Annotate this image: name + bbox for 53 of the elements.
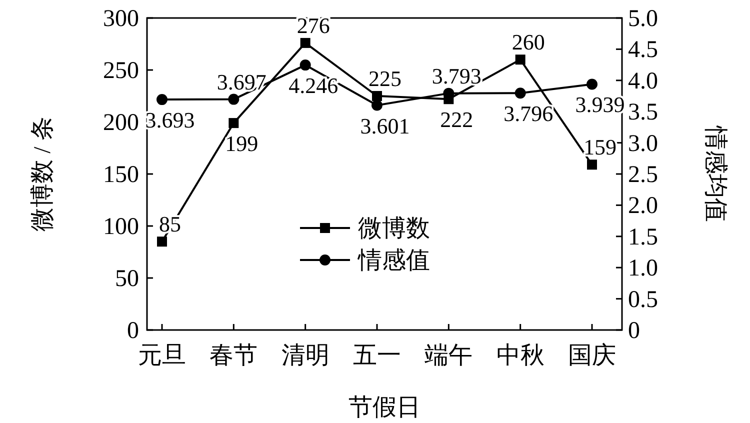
y2-tick-label: 2.0 <box>628 193 658 220</box>
y-tick-label: 200 <box>103 110 139 136</box>
y2-tick-label: 2.5 <box>628 162 658 188</box>
x-axis-title: 节假日 <box>348 395 420 421</box>
point <box>514 88 526 99</box>
y-tick-label: 50 <box>115 266 139 292</box>
y2-tick-label: 5.0 <box>628 6 658 32</box>
point <box>300 38 310 48</box>
point <box>372 100 382 111</box>
y2-tick-label: 3.5 <box>628 100 658 126</box>
y2-tick-label: 0 <box>628 318 640 344</box>
x-tick-label: 端午 <box>424 343 473 369</box>
data-label: 260 <box>512 30 545 55</box>
y2-axis-title: 情感均值 <box>702 125 728 222</box>
x-tick-label: 元旦 <box>138 343 186 369</box>
data-label: 3.793 <box>432 63 482 88</box>
point <box>515 54 526 65</box>
y2-tick-label: 1.0 <box>628 256 658 282</box>
point <box>156 94 168 106</box>
data-label: 3.697 <box>216 69 266 94</box>
legend-label: 情感值 <box>357 248 430 274</box>
x-tick-label: 国庆 <box>568 342 616 369</box>
y-tick-label: 300 <box>103 6 139 32</box>
y-axis-title: 微博数 / 条 <box>30 116 56 232</box>
y-tick-label: 100 <box>103 214 139 240</box>
point <box>228 118 239 128</box>
point <box>228 94 240 105</box>
data-label: 159 <box>584 134 616 160</box>
point <box>587 160 597 170</box>
point <box>300 60 311 71</box>
x-tick-label: 春节 <box>210 343 258 369</box>
point <box>586 78 598 90</box>
y-tick-label: 150 <box>103 162 139 188</box>
point <box>157 236 167 247</box>
data-label: 225 <box>368 66 402 91</box>
y2-tick-label: 1.5 <box>628 224 658 250</box>
y-tick-label: 0 <box>127 318 139 344</box>
y2-tick-label: 0.5 <box>628 286 658 313</box>
y2-tick-label: 4.0 <box>628 68 658 94</box>
x-tick-label: 中秋 <box>496 343 544 369</box>
data-label: 222 <box>440 107 474 132</box>
y2-tick-label: 3.0 <box>628 130 658 157</box>
x-tick-label: 清明 <box>281 343 330 369</box>
data-label: 3.796 <box>504 101 554 126</box>
y-tick-label: 250 <box>103 58 139 84</box>
x-tick-label: 五一 <box>353 343 401 369</box>
legend-label: 微博数 <box>358 216 430 242</box>
data-label: 276 <box>296 12 330 38</box>
y2-tick-label: 4.5 <box>628 37 658 64</box>
data-label: 4.246 <box>288 73 338 98</box>
point <box>372 91 382 101</box>
data-label: 199 <box>225 131 258 156</box>
data-label: 3.601 <box>360 113 410 138</box>
